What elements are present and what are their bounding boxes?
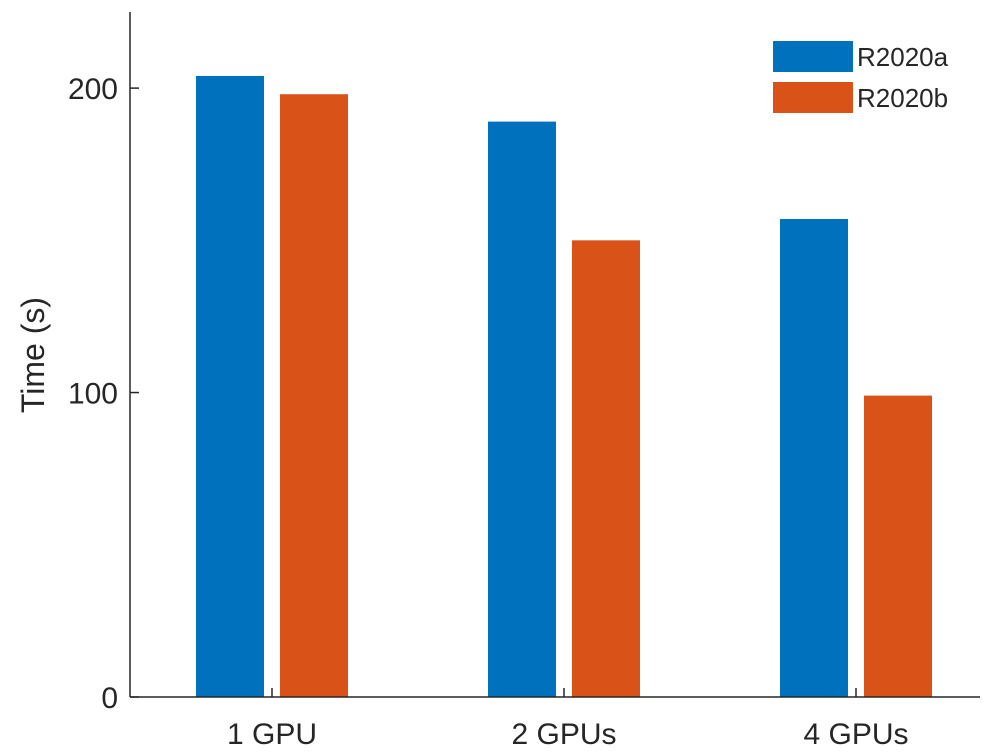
bar-r2020b-1 <box>280 94 348 697</box>
bar-r2020a-2 <box>488 121 556 698</box>
x-tick-label: 4 GPUs <box>803 718 908 751</box>
y-tick-label: 0 <box>101 682 118 715</box>
legend-label-r2020a: R2020a <box>857 42 949 72</box>
x-ticks: 1 GPU 2 GPUs 4 GPUs <box>227 688 909 751</box>
legend-swatch-r2020b <box>773 82 853 113</box>
y-tick-label: 200 <box>68 73 118 106</box>
bar-r2020b-3 <box>864 395 932 697</box>
bar-r2020a-3 <box>780 219 848 697</box>
y-tick-label: 100 <box>68 378 118 411</box>
legend-swatch-r2020a <box>773 41 853 72</box>
legend: R2020a R2020b <box>773 41 949 113</box>
bar-r2020a-1 <box>196 75 264 697</box>
y-ticks: 0 100 200 <box>68 73 139 715</box>
legend-label-r2020b: R2020b <box>857 83 948 113</box>
bars-layer <box>196 75 932 698</box>
x-tick-label: 2 GPUs <box>511 718 616 751</box>
x-tick-label: 1 GPU <box>227 718 317 751</box>
y-axis-label: Time (s) <box>15 297 51 413</box>
bar-r2020b-2 <box>572 240 640 698</box>
